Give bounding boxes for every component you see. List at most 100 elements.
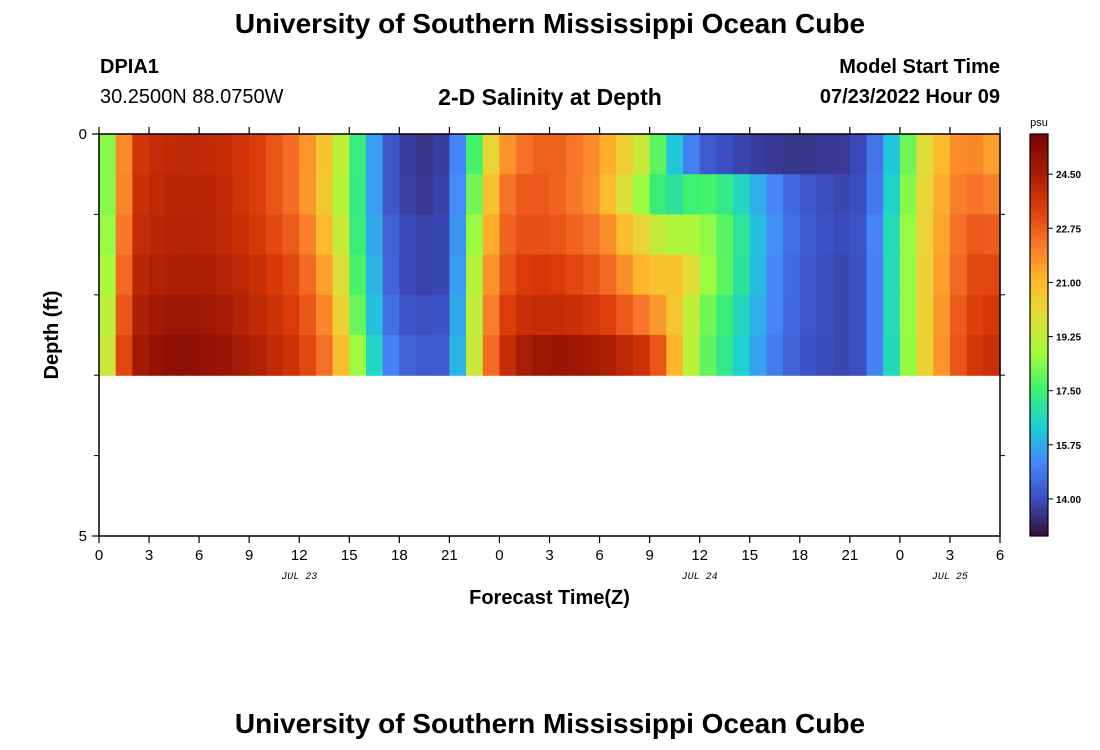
heatmap-cell xyxy=(182,134,200,175)
heatmap-cell xyxy=(783,254,801,296)
heatmap-cell xyxy=(666,254,684,296)
heatmap-cell xyxy=(149,294,167,336)
heatmap-cell xyxy=(315,294,334,336)
heatmap-cell xyxy=(416,134,434,175)
heatmap-cell xyxy=(416,335,434,376)
heatmap-cell xyxy=(516,174,534,215)
heatmap-cell xyxy=(382,214,400,256)
heatmap-cell xyxy=(332,335,350,376)
heatmap-cell xyxy=(899,134,918,175)
heatmap-cell xyxy=(499,254,517,296)
heatmap-cell xyxy=(899,254,918,296)
heatmap-cell xyxy=(532,174,551,215)
heatmap-cell xyxy=(249,214,267,256)
heatmap-cell xyxy=(899,214,918,256)
heatmap-cell xyxy=(566,134,584,175)
heatmap-cell xyxy=(733,214,751,256)
heatmap-cell xyxy=(315,254,334,296)
heatmap-cell xyxy=(115,335,133,376)
heatmap-cell xyxy=(833,134,851,175)
heatmap-cell xyxy=(399,254,417,296)
heatmap-cell xyxy=(99,294,117,336)
heatmap-cell xyxy=(215,134,234,175)
heatmap-cell xyxy=(916,134,934,175)
heatmap-cell xyxy=(416,174,434,215)
heatmap-cell xyxy=(132,254,150,296)
heatmap-cell xyxy=(749,254,768,296)
heatmap-cell xyxy=(699,174,717,215)
heatmap-cell xyxy=(649,214,667,256)
heatmap-cell xyxy=(282,134,300,175)
heatmap-cell xyxy=(949,254,968,296)
heatmap-cell xyxy=(682,254,701,296)
heatmap-cell xyxy=(232,254,250,296)
heatmap-cell xyxy=(866,214,884,256)
heatmap-cell xyxy=(916,174,934,215)
heatmap-cell xyxy=(749,134,768,175)
heatmap-cell xyxy=(566,335,584,376)
heatmap-cell xyxy=(265,174,284,215)
heatmap-cell xyxy=(332,134,350,175)
page-title: University of Southern Mississippi Ocean… xyxy=(234,8,866,39)
heatmap-cell xyxy=(249,174,267,215)
x-tick-label: 12 xyxy=(691,547,708,564)
heatmap-cell xyxy=(833,254,851,296)
x-tick-label: 6 xyxy=(595,547,603,564)
heatmap-cell xyxy=(849,134,868,175)
x-tick-label: 18 xyxy=(791,547,808,564)
heatmap-cell xyxy=(549,335,567,376)
heatmap-cell xyxy=(332,294,350,336)
x-tick-label: 0 xyxy=(95,547,103,564)
heatmap-cell xyxy=(399,214,417,256)
heatmap-cell xyxy=(682,335,701,376)
heatmap-cell xyxy=(632,254,651,296)
heatmap-cell xyxy=(716,294,734,336)
heatmap-cell xyxy=(933,134,951,175)
heatmap-cell xyxy=(115,294,133,336)
heatmap-cell xyxy=(165,294,184,336)
model-start-value: 07/23/2022 Hour 09 xyxy=(819,86,1000,108)
heatmap-cell xyxy=(215,335,234,376)
colorbar-tick-label: 19.25 xyxy=(1056,333,1081,344)
heatmap-cell xyxy=(232,294,250,336)
heatmap-cell xyxy=(783,335,801,376)
heatmap-cell xyxy=(382,294,400,336)
heatmap-cell xyxy=(315,174,334,215)
heatmap-cell xyxy=(382,335,400,376)
x-axis-label: Forecast Time(Z) xyxy=(469,587,630,609)
heatmap-cell xyxy=(132,335,150,376)
x-tick-label: 15 xyxy=(341,547,358,564)
colorbar-tick-label: 21.00 xyxy=(1056,278,1081,289)
x-tick-label: 3 xyxy=(145,547,153,564)
heatmap-cell xyxy=(99,254,117,296)
heatmap-cell xyxy=(532,335,551,376)
heatmap-cell xyxy=(349,294,367,336)
heatmap-cell xyxy=(149,214,167,256)
heatmap-cell xyxy=(265,294,284,336)
date-label: JUL 25 xyxy=(932,572,968,583)
heatmap-cell xyxy=(799,134,818,175)
heatmap-cell xyxy=(916,294,934,336)
heatmap-cell xyxy=(132,294,150,336)
heatmap-cell xyxy=(399,174,417,215)
heatmap-cell xyxy=(883,174,901,215)
heatmap-cell xyxy=(365,134,384,175)
heatmap-cell xyxy=(466,335,484,376)
heatmap-cell xyxy=(766,174,784,215)
x-tick-label: 9 xyxy=(245,547,253,564)
heatmap-cell xyxy=(883,254,901,296)
heatmap-cell xyxy=(499,214,517,256)
heatmap-cell xyxy=(315,134,334,175)
heatmap-cell xyxy=(649,254,667,296)
heatmap-cell xyxy=(265,214,284,256)
heatmap-cell xyxy=(916,254,934,296)
heatmap-cell xyxy=(99,134,117,175)
heatmap-cell xyxy=(866,294,884,336)
heatmap-cell xyxy=(349,174,367,215)
heatmap-cell xyxy=(716,134,734,175)
colorbar-tick-label: 22.75 xyxy=(1056,224,1081,235)
heatmap-cell xyxy=(783,214,801,256)
x-tick-label: 6 xyxy=(996,547,1004,564)
heatmap-cell xyxy=(449,174,467,215)
heatmap-cell xyxy=(733,254,751,296)
